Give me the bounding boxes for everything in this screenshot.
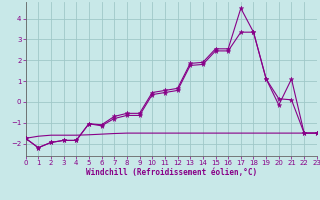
X-axis label: Windchill (Refroidissement éolien,°C): Windchill (Refroidissement éolien,°C) xyxy=(86,168,257,177)
